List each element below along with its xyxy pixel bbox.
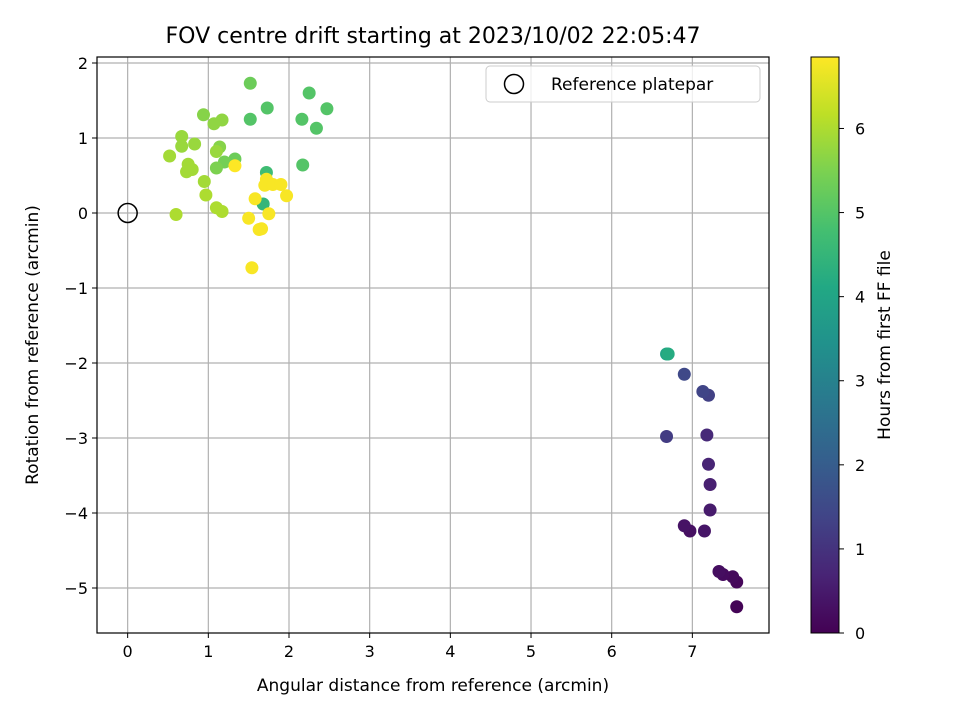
data-point — [703, 503, 717, 517]
data-point — [296, 158, 310, 172]
y-tick-label: 0 — [78, 204, 88, 223]
data-point — [228, 159, 242, 173]
x-tick-label: 0 — [123, 642, 133, 661]
data-point — [180, 165, 194, 179]
data-point — [248, 192, 262, 206]
colorbar-tick-label: 1 — [855, 540, 865, 559]
data-point — [197, 175, 211, 188]
data-point — [660, 430, 674, 443]
data-point — [701, 457, 715, 471]
legend-marker-circle — [503, 73, 525, 95]
grid — [97, 57, 769, 633]
x-tick-label: 7 — [687, 642, 697, 661]
x-tick-label: 4 — [445, 642, 455, 661]
y-tick-label: −3 — [64, 429, 88, 448]
y-tick-label: −4 — [64, 504, 88, 523]
colorbar-tick-label: 0 — [855, 624, 865, 643]
colorbar-tick-label: 6 — [855, 119, 865, 138]
data-point — [175, 130, 189, 143]
data-point — [703, 478, 717, 491]
data-point — [215, 205, 229, 218]
data-point — [730, 600, 744, 614]
data-point — [255, 222, 269, 236]
data-point — [677, 519, 691, 533]
data-point — [700, 428, 714, 442]
data-point — [242, 211, 256, 225]
x-tick-label: 6 — [607, 642, 617, 661]
data-point — [696, 385, 710, 398]
data-point — [302, 86, 316, 100]
colorbar: 0 1 2 3 4 5 6 Hours from first FF file — [810, 56, 895, 643]
data-point — [661, 347, 675, 361]
data-point — [280, 189, 294, 203]
chart-title: FOV centre drift starting at 2023/10/02 … — [166, 24, 701, 49]
data-point — [245, 261, 259, 275]
colorbar-tick-label: 3 — [855, 372, 865, 391]
reference-platepar-marker — [117, 202, 138, 224]
data-point — [243, 76, 257, 90]
data-point — [215, 113, 229, 127]
colorbar-ticks: 0 1 2 3 4 5 6 — [839, 119, 865, 643]
data-point — [262, 207, 276, 221]
data-point — [320, 102, 334, 116]
x-tick-label: 3 — [365, 642, 375, 661]
x-tick-label: 5 — [526, 642, 536, 661]
x-tick-label: 1 — [203, 642, 213, 661]
colorbar-tick-label: 5 — [855, 204, 865, 223]
axis-ticks: 0 1 2 3 4 5 6 7 2 1 0 −1 −2 −3 −4 −5 — [64, 54, 697, 661]
legend-label: Reference platepar — [551, 75, 713, 95]
data-point — [175, 139, 189, 153]
colorbar-gradient — [810, 56, 840, 634]
data-point — [199, 188, 213, 202]
data-point — [677, 367, 691, 381]
data-point — [196, 108, 210, 122]
y-tick-label: −5 — [64, 579, 88, 598]
data-point — [726, 570, 740, 584]
data-point — [309, 121, 323, 135]
data-point — [209, 145, 223, 158]
plot-frame — [96, 56, 770, 634]
legend: Reference platepar — [485, 65, 761, 103]
data-point — [712, 565, 726, 578]
x-axis-label: Angular distance from reference (arcmin) — [257, 676, 609, 696]
y-axis-label: Rotation from reference (arcmin) — [23, 205, 43, 485]
data-point — [697, 524, 711, 538]
data-point — [169, 208, 183, 221]
colorbar-tick-label: 2 — [855, 456, 865, 475]
y-tick-label: −1 — [64, 279, 88, 298]
x-tick-label: 2 — [284, 642, 294, 661]
legend-box — [485, 65, 761, 103]
colorbar-tick-label: 4 — [855, 288, 865, 307]
colorbar-label: Hours from first FF file — [875, 250, 895, 440]
data-point — [295, 112, 309, 126]
y-tick-label: 2 — [78, 54, 88, 73]
data-points — [117, 76, 744, 614]
data-point — [243, 112, 257, 126]
y-tick-label: 1 — [78, 129, 88, 148]
data-point — [209, 161, 223, 175]
data-point — [163, 149, 177, 163]
data-point — [260, 101, 274, 115]
y-tick-label: −2 — [64, 354, 88, 373]
data-point — [274, 178, 288, 191]
data-point — [188, 137, 202, 151]
